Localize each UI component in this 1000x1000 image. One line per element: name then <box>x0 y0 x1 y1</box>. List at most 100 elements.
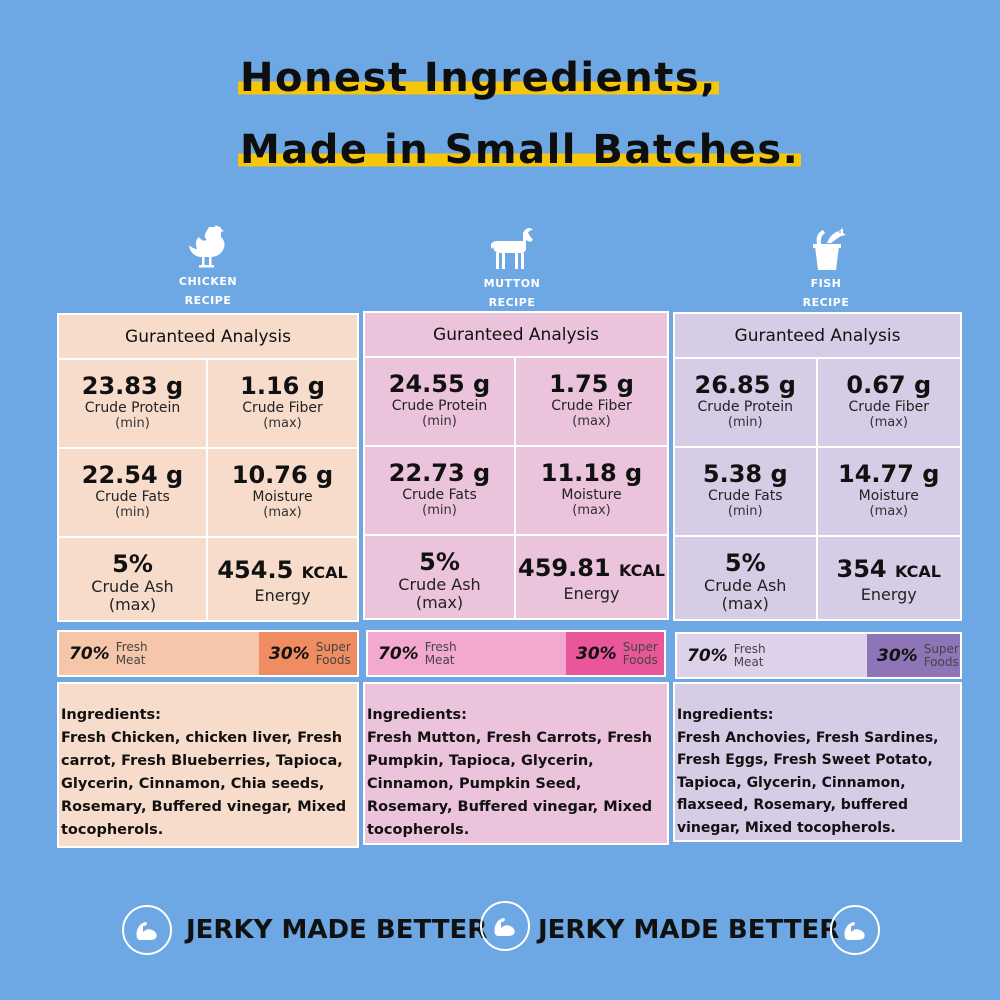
ash-qualifier: (max) <box>108 595 157 614</box>
fats-qualifier: (min) <box>727 504 763 519</box>
ash-label: Crude Ash <box>398 575 481 594</box>
analysis-title: Guranteed Analysis <box>59 315 357 360</box>
ingredients-list: Fresh Anchovies, Fresh Sardines, Fresh E… <box>677 729 939 836</box>
recipe-name-line-2: RECIPE <box>802 296 850 309</box>
ash-cell: 5% Crude Ash (max) <box>675 537 818 619</box>
composition-bar-fish: 70% Fresh Meat 30% Super Foods <box>675 632 962 679</box>
moisture-value: 10.76 g <box>231 461 334 489</box>
fiber-value: 1.75 g <box>549 370 634 398</box>
fiber-qualifier: (max) <box>263 416 302 431</box>
recipe-name-line-1: CHICKEN <box>178 275 238 288</box>
analysis-panel-fish: Guranteed Analysis 26.85 g Crude Protein… <box>673 312 962 621</box>
energy-label: Energy <box>254 586 311 605</box>
fats-label: Crude Fats <box>708 488 783 504</box>
fresh-meat-label-1: Fresh <box>115 639 148 654</box>
fiber-cell: 1.75 g Crude Fiber (max) <box>516 358 667 447</box>
protein-label: Crude Protein <box>697 399 793 415</box>
ingredients-box-chicken: Ingredients: Fresh Chicken, chicken live… <box>57 682 359 848</box>
ash-cell: 5% Crude Ash (max) <box>59 538 208 620</box>
flexed-arm-icon <box>830 905 880 955</box>
footer-banner: JERKY MADE BETTER JERKY MADE BETTER <box>0 901 1000 955</box>
moisture-qualifier: (max) <box>263 505 302 520</box>
goat-icon <box>491 228 533 269</box>
moisture-label: Moisture <box>561 487 622 503</box>
fresh-meat-segment: 70% Fresh Meat <box>59 632 259 675</box>
protein-label: Crude Protein <box>391 398 488 414</box>
protein-cell: 24.55 g Crude Protein (min) <box>365 358 516 447</box>
super-foods-label-2: Foods <box>923 654 959 669</box>
fiber-label: Crude Fiber <box>551 398 632 414</box>
protein-value: 24.55 g <box>388 370 491 398</box>
moisture-label: Moisture <box>858 488 919 504</box>
ash-qualifier: (max) <box>415 593 464 612</box>
fresh-meat-label-1: Fresh <box>424 639 457 654</box>
protein-qualifier: (min) <box>115 416 150 431</box>
super-foods-label-1: Super <box>923 641 959 656</box>
fats-value: 22.54 g <box>81 461 184 489</box>
ash-label: Crude Ash <box>91 577 174 596</box>
fiber-value: 0.67 g <box>846 371 932 399</box>
protein-cell: 23.83 g Crude Protein (min) <box>59 360 208 449</box>
composition-bar-chicken: 70% Fresh Meat 30% Super Foods <box>57 630 359 677</box>
ingredients-heading: Ingredients: <box>677 707 774 723</box>
fats-label: Crude Fats <box>402 487 477 503</box>
flexed-arm-icon <box>480 901 530 951</box>
moisture-value: 11.18 g <box>540 459 643 487</box>
recipe-header-fish: FISH RECIPE <box>766 226 886 312</box>
recipe-header-chicken: CHICKEN RECIPE <box>148 224 268 310</box>
headline-line-2: Made in Small Batches. <box>238 127 802 173</box>
recipe-name-line-2: RECIPE <box>184 294 232 307</box>
fresh-meat-label-2: Meat <box>115 652 146 667</box>
moisture-cell: 14.77 g Moisture (max) <box>817 448 960 537</box>
protein-value: 26.85 g <box>694 371 796 399</box>
energy-cell: 454.5 KCAL Energy <box>208 538 357 620</box>
super-foods-percent: 30% <box>269 643 310 664</box>
energy-cell: 354 KCAL Energy <box>818 537 961 619</box>
ingredients-heading: Ingredients: <box>367 707 467 723</box>
fresh-meat-segment: 70% Fresh Meat <box>368 632 566 675</box>
fiber-label: Crude Fiber <box>242 400 323 416</box>
recipe-header-mutton: MUTTON RECIPE <box>452 226 572 312</box>
fats-cell: 22.73 g Crude Fats (min) <box>365 447 516 536</box>
slogan-1: JERKY MADE BETTER <box>186 915 488 945</box>
fats-qualifier: (min) <box>422 503 457 518</box>
fish-bucket-icon <box>813 228 846 270</box>
moisture-label: Moisture <box>252 489 313 505</box>
fresh-meat-label-1: Fresh <box>733 641 766 656</box>
ash-label: Crude Ash <box>704 576 787 595</box>
fats-cell: 5.38 g Crude Fats (min) <box>675 448 818 537</box>
energy-value: 454.5 <box>217 556 294 584</box>
slogan-2: JERKY MADE BETTER <box>538 915 840 945</box>
protein-cell: 26.85 g Crude Protein (min) <box>675 359 818 448</box>
moisture-value: 14.77 g <box>838 460 940 488</box>
energy-label: Energy <box>563 584 620 603</box>
fiber-qualifier: (max) <box>869 415 908 430</box>
energy-label: Energy <box>860 585 917 604</box>
flexed-arm-icon <box>122 905 172 955</box>
fats-cell: 22.54 g Crude Fats (min) <box>59 449 208 538</box>
fats-label: Crude Fats <box>95 489 170 505</box>
fresh-meat-percent: 70% <box>69 643 110 664</box>
ingredients-box-fish: Ingredients: Fresh Anchovies, Fresh Sard… <box>673 682 962 842</box>
fresh-meat-percent: 70% <box>687 645 728 666</box>
analysis-panel-chicken: Guranteed Analysis 23.83 g Crude Protein… <box>57 313 359 622</box>
moisture-cell: 10.76 g Moisture (max) <box>208 449 357 538</box>
moisture-qualifier: (max) <box>572 503 611 518</box>
fiber-cell: 0.67 g Crude Fiber (max) <box>817 359 960 448</box>
ash-qualifier: (max) <box>721 594 769 613</box>
composition-bar-mutton: 70% Fresh Meat 30% Super Foods <box>366 630 666 677</box>
fiber-label: Crude Fiber <box>848 399 930 415</box>
fiber-value: 1.16 g <box>240 372 325 400</box>
analysis-title: Guranteed Analysis <box>365 313 667 358</box>
analysis-panel-mutton: Guranteed Analysis 24.55 g Crude Protein… <box>363 311 669 620</box>
recipe-name-line-2: RECIPE <box>488 296 536 309</box>
fats-value: 5.38 g <box>702 460 788 488</box>
analysis-title: Guranteed Analysis <box>675 314 960 359</box>
ingredients-list: Fresh Chicken, chicken liver, Fresh carr… <box>61 730 347 838</box>
fresh-meat-label-2: Meat <box>424 652 455 667</box>
fresh-meat-label-2: Meat <box>733 654 764 669</box>
energy-unit: KCAL <box>894 562 941 581</box>
super-foods-segment: 30% Super Foods <box>259 632 357 675</box>
energy-unit: KCAL <box>301 563 348 582</box>
headline-line-1: Honest Ingredients, <box>238 55 719 101</box>
